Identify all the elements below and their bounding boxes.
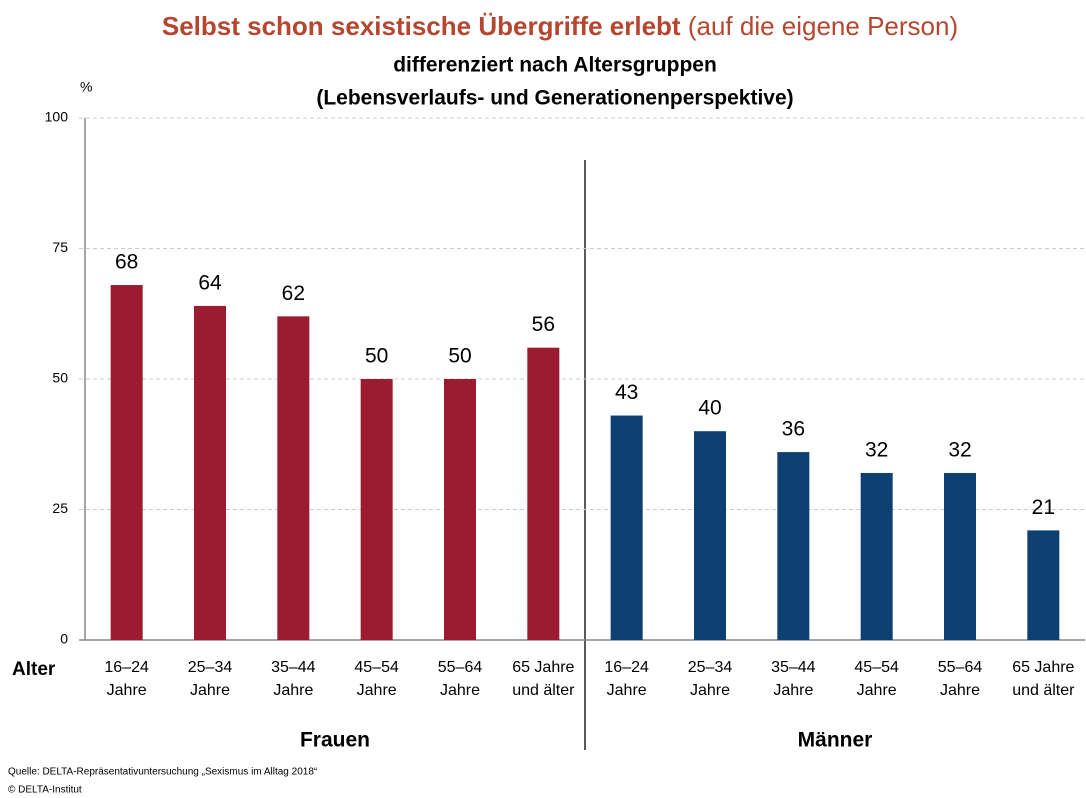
x-tick-label: und älter xyxy=(512,682,575,699)
bar xyxy=(277,316,310,640)
bar xyxy=(444,379,476,640)
bar xyxy=(777,452,810,640)
x-tick-label: 35–44 xyxy=(771,659,816,676)
x-tick-label: 55–64 xyxy=(938,659,983,676)
value-label: 32 xyxy=(865,439,888,462)
subtitle: (Lebensverlaufs- und Generationenperspek… xyxy=(316,87,793,110)
x-tick-label: 25–34 xyxy=(188,659,233,676)
value-label: 50 xyxy=(448,345,471,368)
y-tick-label: 100 xyxy=(45,109,69,125)
y-axis-label: % xyxy=(80,79,92,95)
copyright: © DELTA-Institut xyxy=(8,785,82,796)
bar xyxy=(110,285,143,640)
x-tick-label: 16–24 xyxy=(104,659,149,676)
source: Quelle: DELTA-Repräsentativuntersuchung … xyxy=(8,767,317,778)
x-tick-label: Jahre xyxy=(857,682,897,699)
chart-title-suffix: (auf die eigene Person) xyxy=(688,11,958,41)
x-axis-label: Alter xyxy=(12,659,56,680)
value-label: 50 xyxy=(365,345,388,368)
bar xyxy=(194,305,226,640)
value-label: 40 xyxy=(698,397,721,420)
x-tick-label: 35–44 xyxy=(271,659,316,676)
value-label: 64 xyxy=(198,271,222,294)
x-tick-label: 25–34 xyxy=(688,659,733,676)
x-tick-label: Jahre xyxy=(273,682,313,699)
bar xyxy=(694,431,726,640)
value-label: 62 xyxy=(282,282,305,305)
value-label: 56 xyxy=(532,313,555,336)
x-tick-label: 45–54 xyxy=(854,659,899,676)
x-tick-label: Jahre xyxy=(940,682,980,699)
x-tick-label: Jahre xyxy=(440,682,480,699)
x-tick-label: Jahre xyxy=(107,682,147,699)
y-tick-label: 25 xyxy=(52,500,68,516)
bar xyxy=(860,472,893,640)
value-label: 21 xyxy=(1032,496,1055,519)
x-tick-label: Jahre xyxy=(607,682,647,699)
value-label: 36 xyxy=(782,418,805,441)
x-tick-label: 65 Jahre xyxy=(1012,659,1074,676)
chart-title: Selbst schon sexistische Übergriffe erle… xyxy=(162,11,681,41)
x-tick-label: 65 Jahre xyxy=(512,659,574,676)
value-label: 68 xyxy=(115,251,138,274)
x-tick-label: Jahre xyxy=(773,682,813,699)
group-label: Frauen xyxy=(300,729,370,752)
x-tick-label: Jahre xyxy=(690,682,730,699)
x-tick-label: Jahre xyxy=(190,682,230,699)
bar xyxy=(944,472,976,640)
bar xyxy=(1027,530,1060,640)
y-tick-label: 75 xyxy=(52,239,68,255)
bar xyxy=(610,415,643,640)
value-label: 32 xyxy=(948,439,971,462)
y-tick-label: 0 xyxy=(60,631,68,647)
group-label: Männer xyxy=(798,729,873,752)
subtitle: differenziert nach Altersgruppen xyxy=(393,54,717,77)
bar xyxy=(360,379,393,640)
x-tick-label: 45–54 xyxy=(354,659,399,676)
chart-title-line: Selbst schon sexistische Übergriffe erle… xyxy=(162,11,958,41)
x-tick-label: 55–64 xyxy=(438,659,483,676)
bar xyxy=(527,347,560,640)
x-tick-label: Jahre xyxy=(357,682,397,699)
x-tick-label: und älter xyxy=(1012,682,1075,699)
y-tick-label: 50 xyxy=(52,370,68,386)
x-tick-label: 16–24 xyxy=(604,659,649,676)
value-label: 43 xyxy=(615,381,638,404)
